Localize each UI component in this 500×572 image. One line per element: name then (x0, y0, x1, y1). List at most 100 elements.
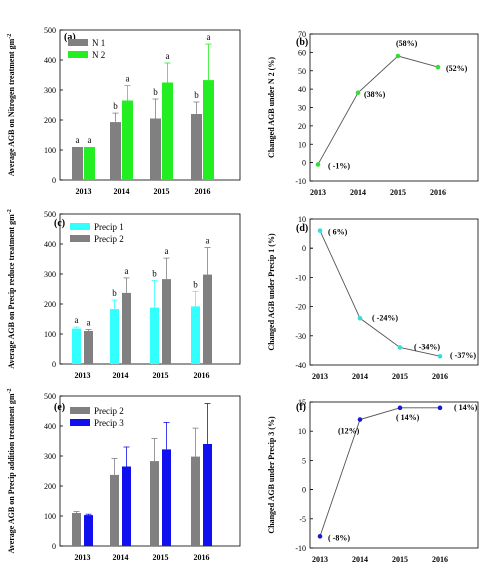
panel-c-y-tick-label: 300 (44, 270, 56, 279)
panel-b-y-tick-label: 0 (302, 159, 306, 168)
panel-a-bar (110, 122, 121, 180)
panel-c-significance-letter: b (112, 288, 117, 298)
panel-a-bar (72, 147, 83, 180)
panel-c-significance-letter: a (75, 315, 79, 325)
panel-f-y-tick-label: 15 (298, 398, 306, 407)
panel-b-y-tick-label: 70 (298, 30, 306, 39)
panel-f-y-axis-label: Changed AGB under Precip 3 (%) (267, 416, 276, 534)
panel-b-x-tick-label: 2016 (430, 188, 446, 197)
panel-f-data-point (357, 417, 363, 422)
panel-b-data-point (355, 90, 361, 96)
panel-c-bar (162, 279, 171, 364)
panel-c-x-tick-label: 2015 (153, 371, 169, 380)
panel-d-data-point (437, 353, 443, 359)
panel-a-legend-label: N 1 (92, 38, 105, 48)
panel-b-series-line (317, 55, 439, 165)
panel-b-data-label: (38%) (364, 90, 386, 99)
panel-e-x-tick-label: 2014 (113, 553, 129, 562)
panel-a-y-tick-label: 200 (44, 116, 56, 125)
panel-f-y-tick-label: -10 (295, 544, 306, 553)
panel-c-y-tick-label: 400 (44, 240, 56, 249)
panel-d-x-tick-label: 2014 (352, 372, 368, 381)
panel-f-y-tick-label: -5 (299, 515, 306, 524)
panel-f-data-label: ( 14%) (396, 413, 420, 422)
panel-e-y-tick-label: 100 (44, 512, 56, 521)
panel-c-significance-letter: a (87, 318, 91, 328)
panel-c-significance-letter: a (125, 266, 129, 276)
panel-e-bar (150, 461, 159, 546)
panel-f-data-point (397, 405, 403, 411)
panel-a-legend-swatch (68, 51, 88, 58)
panel-a-significance-letter: a (207, 32, 211, 42)
panel-f-x-tick-label: 2016 (432, 555, 448, 564)
panel-a-y-axis-label: Average AGB on Nitrogen treatment gm-2 (7, 34, 16, 177)
panel-f-x-tick-label: 2014 (352, 555, 368, 564)
panel-c-bar (84, 331, 93, 364)
panel-a-y-tick-label: 100 (44, 146, 56, 155)
panel-d-data-label: ( -24%) (372, 313, 398, 322)
panel-d-label: (d) (296, 223, 308, 234)
panel-d-data-label: ( -34%) (414, 342, 440, 351)
panel-d-data-label: ( -37%) (450, 351, 476, 360)
panel-a-bar (84, 147, 95, 180)
panel-a-legend-label: N 2 (92, 50, 105, 60)
panel-c-y-axis-label: Average AGB on Precip reduce treatment g… (7, 209, 16, 368)
panel-b-data-label: (52%) (446, 64, 468, 73)
panel-a-y-tick-label: 500 (44, 26, 56, 35)
panel-a-significance-letter: b (113, 101, 118, 111)
panel-d-y-axis-label: Changed AGB under Precip 1 (%) (267, 233, 276, 351)
panel-d-series-line (319, 230, 441, 357)
panel-e-bar (110, 474, 119, 546)
panel-c-bar (191, 306, 200, 364)
panel-b-y-tick-label: 30 (298, 104, 306, 113)
panel-b-y-tick-label: 10 (298, 140, 306, 149)
panel-b-data-point (395, 53, 401, 59)
panel-c-bar (110, 309, 119, 364)
panel-c-y-tick-label: 100 (44, 330, 56, 339)
panel-e-bar (122, 466, 131, 546)
panel-d-y-tick-label: -40 (295, 361, 306, 370)
panel-a-bar (162, 82, 173, 180)
panel-c-legend-label: Precip 1 (94, 222, 124, 232)
panel-c-y-tick-label: 500 (44, 210, 56, 219)
panel-b-data-label: ( -1%) (328, 161, 350, 170)
panel-f-data-point (437, 405, 443, 411)
panel-f-data-label: ( -8%) (328, 533, 350, 542)
panel-b-y-tick-label: 20 (298, 122, 306, 131)
panel-a-x-tick-label: 2016 (195, 187, 211, 196)
panel-c-bar (72, 328, 81, 364)
panel-c-bar (122, 292, 131, 364)
panel-d-y-tick-label: -20 (295, 303, 306, 312)
panel-a-legend-swatch (68, 39, 88, 46)
panel-d-y-tick-label: -10 (295, 273, 306, 282)
panel-a-significance-letter: a (166, 51, 170, 61)
panel-b-y-tick-label: -10 (295, 177, 306, 186)
panel-c-significance-letter: a (165, 246, 169, 256)
panel-a-significance-letter: a (76, 135, 80, 145)
panel-c-legend-label: Precip 2 (94, 234, 124, 244)
panel-e-bar (203, 444, 212, 546)
panel-e-x-tick-label: 2013 (75, 553, 91, 562)
panel-e-y-tick-label: 500 (44, 392, 56, 401)
panel-d-y-tick-label: 0 (302, 244, 306, 253)
panel-e-bar (72, 513, 81, 546)
panel-e-y-tick-label: 400 (44, 422, 56, 431)
panel-c-legend-swatch (70, 223, 90, 230)
panel-f-x-tick-label: 2015 (392, 555, 408, 564)
panel-e-legend-swatch (70, 407, 90, 414)
panel-a-bar (122, 100, 133, 180)
panel-f-data-point (317, 534, 323, 539)
panel-b-y-tick-label: 60 (298, 48, 306, 57)
panel-d-data-label: ( 6%) (328, 228, 348, 237)
panel-c-significance-letter: b (152, 269, 157, 279)
panel-a-label: (a) (64, 32, 76, 43)
panel-d-data-point (317, 228, 323, 233)
panel-b-data-label: (58%) (396, 39, 418, 48)
panel-f-y-tick-label: 10 (298, 427, 306, 436)
panel-e-label: (e) (54, 402, 65, 413)
panel-b-x-tick-label: 2014 (350, 188, 366, 197)
panel-e-y-tick-label: 300 (44, 452, 56, 461)
panel-a-y-tick-label: 0 (52, 176, 56, 185)
panel-e-bar (162, 449, 171, 546)
panel-a-bar (203, 80, 214, 180)
